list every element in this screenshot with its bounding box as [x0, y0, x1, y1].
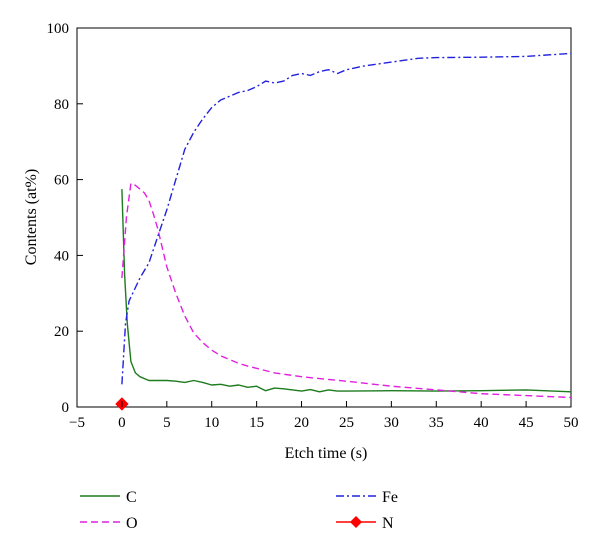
x-tick-label-2: 5: [163, 415, 171, 431]
series-o-line: [121, 182, 572, 399]
series-layer: [115, 52, 572, 411]
series-fe-line: [121, 52, 572, 385]
y-tick-label-1: 20: [54, 324, 69, 340]
x-tick-label-5: 20: [294, 415, 309, 431]
series-c-line: [121, 189, 572, 393]
legend: CO Fe N: [80, 489, 398, 532]
legend-c-label: C: [126, 489, 137, 506]
y-tick-label-5: 100: [47, 21, 70, 37]
legend-n-label: N: [382, 515, 394, 532]
y-tick-label-0: 0: [62, 400, 70, 416]
x-tick-label-8: 35: [429, 415, 444, 431]
y-axis-title: Contents (at%): [23, 169, 40, 265]
x-axis-title: Etch time (s): [285, 445, 368, 462]
plot-frame: [76, 27, 572, 408]
y-tick-label-4: 80: [54, 97, 69, 113]
x-tick-label-10: 45: [519, 415, 534, 431]
legend-o-label: O: [126, 515, 138, 532]
x-tick-label-6: 25: [339, 415, 354, 431]
x-tick-label-4: 15: [249, 415, 264, 431]
legend-fe-label: Fe: [382, 489, 398, 506]
x-tick-label-3: 10: [204, 415, 219, 431]
x-tick-label-0: −5: [69, 415, 85, 431]
y-tick-label-2: 40: [54, 248, 69, 264]
x-tick-label-7: 30: [384, 415, 399, 431]
legend-n-marker: [350, 516, 362, 528]
plot-border: [76, 27, 572, 408]
x-tick-label-11: 50: [564, 415, 579, 431]
x-tick-label-9: 40: [474, 415, 489, 431]
y-tick-label-3: 60: [54, 173, 69, 189]
x-tick-label-1: 0: [118, 415, 126, 431]
